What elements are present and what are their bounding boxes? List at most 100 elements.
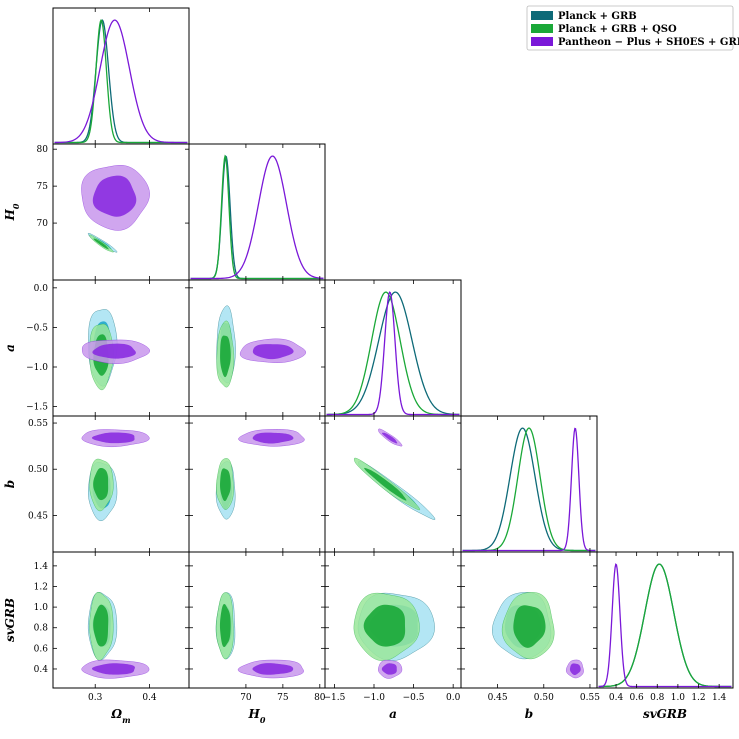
x-axis-label-sv: svGRB bbox=[643, 707, 687, 721]
contour-inner-series-2 bbox=[92, 175, 137, 217]
panel-om-vs-h0 bbox=[81, 164, 150, 253]
panel-frame bbox=[52, 7, 190, 145]
x-axis-label-a: a bbox=[389, 707, 397, 721]
x-tick-label-h0: 70 bbox=[240, 693, 252, 703]
contour-inner-series-2 bbox=[381, 432, 398, 444]
marginal-om bbox=[54, 19, 188, 144]
x-tick-label-sv: 1.2 bbox=[691, 693, 705, 703]
x-tick-label-sv: 0.8 bbox=[650, 693, 665, 703]
y-tick-label-sv: 1.2 bbox=[34, 582, 48, 592]
x-axis-label-om: Ωm bbox=[110, 707, 130, 725]
contour-inner-series-2 bbox=[252, 344, 294, 360]
x-tick-label-b: 0.50 bbox=[534, 693, 554, 703]
marginal-curve-series-0 bbox=[54, 19, 188, 144]
x-axis-label-h0: H0 bbox=[248, 707, 266, 725]
legend-label-0: Planck + GRB bbox=[558, 11, 637, 22]
contour-inner-series-2 bbox=[381, 663, 397, 675]
contour-inner-series-2 bbox=[252, 663, 294, 675]
panel-h0-vs-b bbox=[215, 429, 305, 520]
y-axis-label-h0: H0 bbox=[3, 203, 21, 221]
panel-om-vs-b bbox=[81, 429, 150, 522]
legend-swatch-0 bbox=[531, 11, 553, 20]
x-tick-label-h0: 80 bbox=[314, 693, 326, 703]
panel-b-vs-sv bbox=[492, 592, 584, 679]
x-tick-label-sv: 0.4 bbox=[609, 693, 624, 703]
marginal-sv bbox=[598, 563, 732, 688]
y-axis-label-a: a bbox=[3, 344, 17, 352]
y-tick-label-b: 0.45 bbox=[28, 511, 48, 521]
marginal-curve-series-0 bbox=[462, 427, 596, 552]
y-tick-label-a: −1.5 bbox=[26, 403, 48, 413]
marginal-curve-series-0 bbox=[326, 291, 460, 416]
marginal-h0 bbox=[190, 154, 324, 280]
x-tick-label-om: 0.3 bbox=[88, 693, 103, 703]
marginal-curve-series-0 bbox=[190, 155, 324, 280]
y-tick-label-a: 0.0 bbox=[34, 284, 49, 294]
x-axis-label-b: b bbox=[525, 707, 533, 721]
y-tick-label-sv: 0.4 bbox=[34, 665, 49, 675]
marginal-curve-series-2 bbox=[598, 563, 732, 688]
legend-label-2: Pantheon − Plus + SH0ES + GRB bbox=[558, 37, 739, 48]
legend-swatch-1 bbox=[531, 24, 553, 33]
contour-inner-series-1 bbox=[220, 335, 231, 378]
x-tick-label-a: −1.0 bbox=[363, 693, 385, 703]
contour-inner-series-1 bbox=[93, 604, 109, 647]
marginal-curve-series-2 bbox=[54, 19, 188, 144]
x-tick-label-sv: 1.4 bbox=[712, 693, 727, 703]
panel-h0-vs-sv bbox=[215, 592, 304, 679]
contour-inner-series-2 bbox=[252, 432, 294, 444]
legend-box bbox=[526, 5, 734, 51]
contour-inner-series-1 bbox=[219, 603, 231, 648]
panel-a-vs-sv bbox=[353, 592, 435, 679]
y-tick-label-sv: 0.8 bbox=[34, 624, 49, 634]
y-tick-label-sv: 0.6 bbox=[34, 644, 49, 654]
y-tick-label-b: 0.55 bbox=[28, 419, 48, 429]
x-tick-label-a: −0.5 bbox=[403, 693, 425, 703]
y-axis-label-b: b bbox=[3, 480, 17, 488]
contour-inner-series-2 bbox=[92, 663, 135, 675]
panels-layer: 0.3 0.4 Ωm 70 75 80 H0 −1.5 −1.0 −0.5 0.0 a 0.45 0.50… bbox=[3, 7, 734, 725]
contour-inner-series-1 bbox=[513, 605, 546, 648]
x-tick-label-sv: 1.0 bbox=[671, 693, 686, 703]
x-tick-label-om: 0.4 bbox=[142, 693, 157, 703]
y-tick-label-h0: 70 bbox=[37, 219, 49, 229]
y-tick-label-a: −0.5 bbox=[26, 323, 48, 333]
y-axis-label-sv: svGRB bbox=[3, 598, 17, 642]
marginal-curve-series-2 bbox=[326, 291, 460, 416]
panel-h0-vs-a bbox=[216, 305, 307, 388]
y-tick-label-sv: 1.0 bbox=[34, 603, 49, 613]
contour-inner-series-1 bbox=[93, 467, 109, 501]
x-tick-label-a: −1.5 bbox=[323, 693, 345, 703]
y-tick-label-a: −1.0 bbox=[26, 363, 48, 373]
marginal-b bbox=[462, 427, 596, 552]
x-tick-label-a: 0.0 bbox=[446, 693, 461, 703]
marginal-curve-series-1 bbox=[190, 154, 324, 280]
contour-inner-series-2 bbox=[569, 663, 581, 675]
marginal-a bbox=[326, 291, 460, 416]
contour-inner-series-2 bbox=[91, 432, 135, 444]
marginal-curve-series-2 bbox=[462, 427, 596, 552]
contour-inner-series-2 bbox=[92, 343, 136, 359]
contour-inner-series-1 bbox=[363, 604, 406, 647]
x-tick-label-h0: 75 bbox=[277, 693, 289, 703]
contour-inner-series-1 bbox=[364, 467, 407, 501]
panel-om-vs-a bbox=[81, 309, 151, 391]
y-tick-label-b: 0.50 bbox=[28, 465, 48, 475]
y-tick-label-h0: 75 bbox=[37, 182, 49, 192]
legend: Planck + GRB Planck + GRB + QSO Pantheon −… bbox=[526, 5, 739, 51]
x-tick-label-b: 0.55 bbox=[580, 693, 600, 703]
marginal-curve-series-1 bbox=[54, 19, 188, 144]
x-tick-label-sv: 0.6 bbox=[629, 693, 644, 703]
y-tick-label-h0: 80 bbox=[37, 145, 49, 155]
y-tick-label-sv: 1.4 bbox=[34, 562, 49, 572]
x-tick-label-b: 0.45 bbox=[488, 693, 508, 703]
panel-om-vs-sv bbox=[81, 591, 150, 679]
panel-frame bbox=[324, 279, 462, 417]
marginal-curve-series-2 bbox=[190, 155, 324, 280]
contour-inner-series-1 bbox=[93, 238, 109, 250]
contour-inner-series-1 bbox=[220, 468, 231, 502]
panel-a-vs-b bbox=[353, 428, 436, 520]
panel-frame bbox=[596, 551, 734, 689]
legend-label-1: Planck + GRB + QSO bbox=[558, 24, 677, 35]
